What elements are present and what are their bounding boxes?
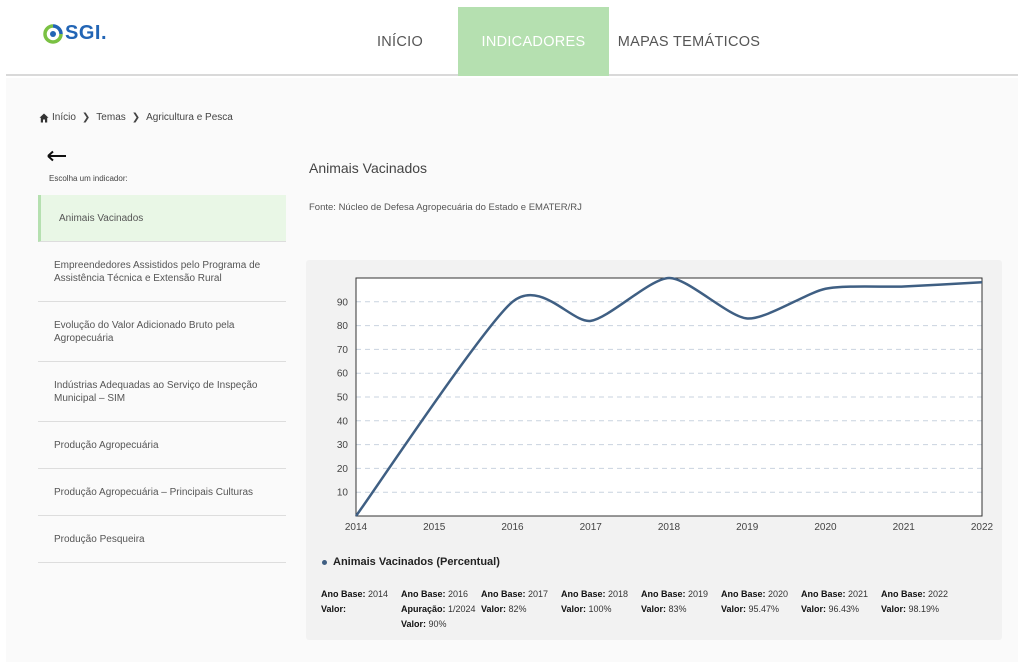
stat-column: Ano Base: 2021 Valor: 96.43%: [801, 587, 881, 632]
back-arrow-icon[interactable]: [47, 150, 67, 162]
indicator-producao-agropecuaria[interactable]: Produção Agropecuária: [38, 422, 286, 469]
x-tick-label: 2014: [345, 522, 368, 533]
x-tick-label: 2018: [658, 522, 681, 533]
logo-text: SGI.: [65, 22, 108, 44]
chevron-right-icon: ❯: [131, 112, 141, 123]
y-tick-label: 90: [337, 297, 349, 308]
y-tick-label: 80: [337, 321, 349, 332]
line-chart: 10 20 30 40 50 60 70 80 90 2014 2015 2016 2017 2018 20…: [337, 276, 994, 533]
x-tick-label: 2016: [501, 522, 524, 533]
stat-ano-base: Ano Base: 2017: [481, 589, 549, 599]
y-tick-label: 30: [337, 440, 349, 451]
stat-ano-base: Ano Base: 2019: [641, 589, 709, 599]
y-tick-label: 20: [337, 464, 349, 475]
indicator-title: Animais Vacinados: [309, 160, 428, 176]
page-content: Início ❯ Temas ❯ Agricultura e Pesca Esc…: [6, 78, 1018, 662]
stat-line: Valor: 82%: [481, 604, 527, 614]
top-header: SGI. INÍCIO INDICADORES MAPAS TEMÁTICOS: [6, 0, 1018, 76]
legend-label: Animais Vacinados (Percentual): [333, 556, 500, 568]
logo-mark-icon: [43, 23, 63, 44]
nav-inicio[interactable]: INÍCIO: [376, 33, 424, 50]
indicator-list: Animais Vacinados Empreendedores Assisti…: [38, 195, 286, 563]
x-tick-label: 2020: [814, 522, 837, 533]
indicator-source: Fonte: Núcleo de Defesa Agropecuária do …: [309, 202, 582, 213]
breadcrumb-temas[interactable]: Temas: [96, 112, 126, 123]
x-tick-label: 2015: [423, 522, 446, 533]
stat-line: Valor:: [321, 604, 347, 614]
stat-column: Ano Base: 2018 Valor: 100%: [561, 587, 641, 632]
y-tick-label: 10: [337, 488, 349, 499]
x-tick-label: 2022: [971, 522, 994, 533]
stat-line: Valor: 90%: [401, 619, 447, 629]
sgi-logo[interactable]: SGI.: [42, 22, 107, 45]
stat-column: Ano Base: 2014 Valor:: [321, 587, 401, 632]
main-nav: INÍCIO INDICADORES MAPAS TEMÁTICOS: [342, 7, 769, 76]
stat-ano-base: Ano Base: 2022: [881, 589, 949, 599]
stat-column: Ano Base: 2016 Apuração: 1/2024 Valor: 90%: [401, 587, 481, 632]
stat-ano-base: Ano Base: 2020: [721, 589, 789, 599]
plot-area: [356, 278, 982, 516]
indicator-animais-vacinados[interactable]: Animais Vacinados: [38, 195, 286, 242]
stat-ano-base: Ano Base: 2021: [801, 589, 869, 599]
nav-mapas-tematicos[interactable]: MAPAS TEMÁTICOS: [617, 33, 761, 50]
legend-dot-icon: [322, 559, 327, 565]
stat-ano-base: Ano Base: 2014: [321, 589, 389, 599]
y-tick-label: 40: [337, 416, 349, 427]
x-tick-label: 2017: [580, 522, 603, 533]
stat-ano-base: Ano Base: 2018: [561, 589, 629, 599]
chart-legend[interactable]: Animais Vacinados (Percentual): [322, 556, 500, 568]
breadcrumb-inicio[interactable]: Início: [52, 112, 76, 123]
stat-line: Valor: 98.19%: [881, 604, 940, 614]
indicator-principais-culturas[interactable]: Produção Agropecuária – Principais Cultu…: [38, 469, 286, 516]
stat-line: Valor: 95.47%: [721, 604, 780, 614]
home-icon: [39, 113, 49, 122]
indicator-producao-pesqueira[interactable]: Produção Pesqueira: [38, 516, 286, 563]
stat-column: Ano Base: 2020 Valor: 95.47%: [721, 587, 801, 632]
y-tick-label: 60: [337, 369, 349, 380]
chevron-right-icon: ❯: [81, 112, 91, 123]
breadcrumb-agricultura[interactable]: Agricultura e Pesca: [146, 112, 233, 123]
x-tick-label: 2019: [736, 522, 759, 533]
indicator-empreendedores[interactable]: Empreendedores Assistidos pelo Programa …: [38, 242, 286, 302]
stat-line: Apuração: 1/2024: [401, 604, 476, 614]
indicator-industrias-sim[interactable]: Indústrias Adequadas ao Serviço de Inspe…: [38, 362, 286, 422]
stat-column: Ano Base: 2017 Valor: 82%: [481, 587, 561, 632]
stat-column: Ano Base: 2019 Valor: 83%: [641, 587, 721, 632]
stat-column: Ano Base: 2022 Valor: 98.19%: [881, 587, 961, 632]
y-tick-label: 50: [337, 393, 349, 404]
x-tick-label: 2021: [893, 522, 916, 533]
choose-indicator-label: Escolha um indicador:: [49, 174, 128, 183]
nav-indicadores[interactable]: INDICADORES: [458, 7, 609, 76]
stat-ano-base: Ano Base: 2016: [401, 589, 469, 599]
stat-line: Valor: 83%: [641, 604, 687, 614]
stat-line: Valor: 100%: [561, 604, 612, 614]
stats-table: Ano Base: 2014 Valor: Ano Base: 2016 Apura…: [321, 587, 961, 632]
series-line: [354, 276, 983, 517]
y-tick-label: 70: [337, 345, 349, 356]
indicator-valor-adicionado[interactable]: Evolução do Valor Adicionado Bruto pela …: [38, 302, 286, 362]
breadcrumb: Início ❯ Temas ❯ Agricultura e Pesca: [39, 112, 233, 123]
stat-line: Valor: 96.43%: [801, 604, 860, 614]
